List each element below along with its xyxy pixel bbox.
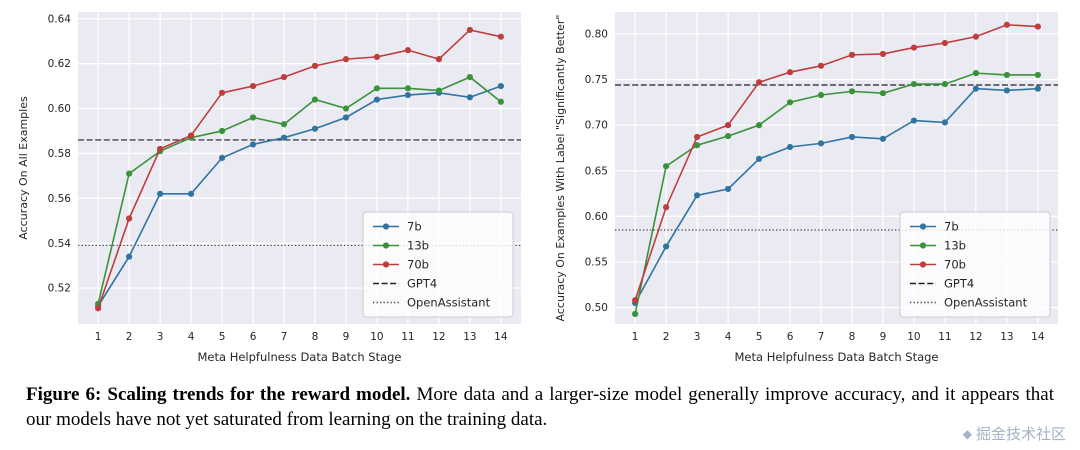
svg-text:0.62: 0.62 [48, 58, 71, 70]
svg-text:0.50: 0.50 [585, 302, 608, 314]
svg-text:0.58: 0.58 [48, 148, 71, 160]
svg-text:7b: 7b [944, 219, 959, 233]
svg-text:13b: 13b [944, 238, 966, 252]
svg-text:5: 5 [219, 331, 226, 343]
svg-text:14: 14 [1031, 331, 1045, 343]
svg-text:OpenAssistant: OpenAssistant [944, 295, 1028, 309]
x-axis-label: Meta Helpfulness Data Batch Stage [734, 350, 938, 364]
svg-text:10: 10 [370, 331, 383, 343]
svg-text:70b: 70b [944, 257, 966, 271]
series-13b [632, 70, 1041, 318]
svg-text:9: 9 [343, 331, 350, 343]
svg-text:1: 1 [95, 331, 102, 343]
svg-text:0.55: 0.55 [585, 257, 608, 269]
caption-body-text: More data and a larger-size model genera… [26, 384, 1054, 430]
svg-text:7b: 7b [407, 219, 422, 233]
chart-accuracy-all-examples: 1 2 3 4 5 6 7 8 9 10 11 12 13 140.520.540.560.580.600… [17, 12, 521, 364]
svg-text:1: 1 [632, 331, 639, 343]
svg-text:4: 4 [725, 331, 732, 343]
svg-text:3: 3 [157, 331, 164, 343]
legend: 7b 13b 70b GPT4 OpenAssistant [899, 211, 1051, 318]
svg-text:0.75: 0.75 [585, 74, 608, 86]
watermark: ◆ 掘金技术社区 [963, 423, 1066, 444]
svg-text:70b: 70b [407, 257, 429, 271]
tick-labels: 1 2 3 4 5 6 7 8 9 10 11 12 13 140.520.540.560.580.600… [48, 13, 508, 343]
caption-bold-title: Figure 6: Scaling trends for the reward … [26, 384, 411, 405]
y-axis-label: Accuracy On All Examples [17, 96, 30, 240]
svg-text:11: 11 [938, 331, 951, 343]
svg-text:14: 14 [494, 331, 508, 343]
svg-text:0.70: 0.70 [585, 120, 608, 132]
svg-text:0.65: 0.65 [585, 165, 608, 177]
svg-text:6: 6 [250, 331, 257, 343]
y-axis-label: Accuracy On Examples With Label "Signifi… [554, 15, 567, 322]
svg-text:0.80: 0.80 [585, 28, 608, 40]
svg-text:12: 12 [969, 331, 982, 343]
series-7b [632, 85, 1041, 307]
svg-text:5: 5 [756, 331, 763, 343]
svg-text:11: 11 [401, 331, 414, 343]
x-axis-label: Meta Helpfulness Data Batch Stage [197, 350, 401, 364]
svg-text:9: 9 [880, 331, 887, 343]
svg-text:0.56: 0.56 [48, 193, 72, 205]
watermark-text: 掘金技术社区 [975, 425, 1066, 443]
tick-labels: 1 2 3 4 5 6 7 8 9 10 11 12 13 140.500.550.600.650.700… [585, 28, 1045, 343]
svg-text:8: 8 [312, 331, 319, 343]
svg-text:2: 2 [663, 331, 670, 343]
juejin-logo-icon: ◆ [962, 426, 972, 441]
series-70b [632, 21, 1041, 304]
svg-text:0.60: 0.60 [48, 103, 71, 115]
svg-text:3: 3 [694, 331, 701, 343]
svg-text:7: 7 [818, 331, 825, 343]
svg-text:7: 7 [281, 331, 288, 343]
series-70b [95, 26, 504, 312]
svg-text:2: 2 [126, 331, 133, 343]
svg-text:13b: 13b [407, 238, 429, 252]
svg-text:GPT4: GPT4 [944, 276, 974, 290]
svg-text:10: 10 [907, 331, 920, 343]
svg-text:GPT4: GPT4 [407, 276, 437, 290]
svg-text:4: 4 [188, 331, 195, 343]
svg-text:12: 12 [432, 331, 445, 343]
svg-text:6: 6 [787, 331, 794, 343]
legend: 7b 13b 70b GPT4 OpenAssistant [362, 211, 514, 318]
charts-row: 1 2 3 4 5 6 7 8 9 10 11 12 13 14 0.52 0.54 0.56 0.58 0.60 0… [17, 12, 1058, 364]
svg-text:13: 13 [463, 331, 476, 343]
svg-text:13: 13 [1000, 331, 1013, 343]
svg-text:0.54: 0.54 [48, 238, 72, 250]
svg-text:0.64: 0.64 [48, 13, 72, 25]
chart-accuracy-significantly-better: 1 2 3 4 5 6 7 8 9 10 11 12 13 140.500.550.600.650.700… [554, 12, 1058, 364]
svg-text:0.60: 0.60 [585, 211, 608, 223]
svg-text:0.52: 0.52 [48, 283, 71, 295]
svg-text:OpenAssistant: OpenAssistant [407, 295, 491, 309]
figure-caption: Figure 6: Scaling trends for the reward … [26, 383, 1054, 432]
svg-text:8: 8 [849, 331, 856, 343]
